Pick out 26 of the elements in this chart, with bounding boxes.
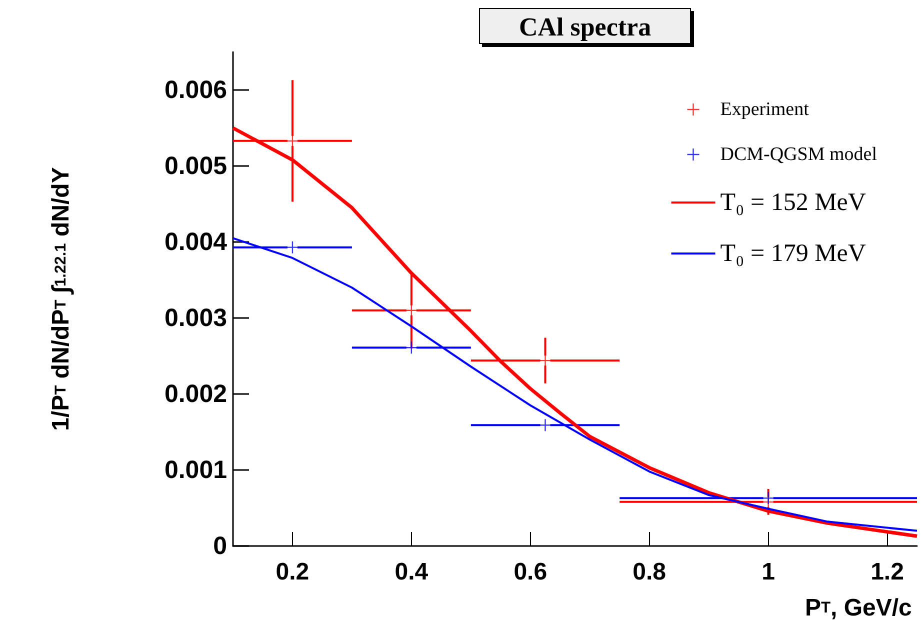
legend-label: T₀ = 152 MeV [720, 189, 866, 216]
y-tick-label: 0.005 [164, 152, 228, 180]
legend-label: T₀ = 179 MeV [720, 240, 866, 267]
y-tick-label: 0.004 [164, 228, 228, 256]
y-axis-title: 1/PT dN/dPT ∫1.22.1 dN/dY [48, 167, 74, 431]
x-tick-label: 0.2 [276, 558, 310, 586]
chart-title: CAl spectra [518, 12, 652, 42]
legend-label: Experiment [720, 99, 810, 120]
x-tick-label: 1 [762, 558, 775, 586]
x-tick-label: 0.8 [632, 558, 666, 586]
line-series [231, 126, 919, 538]
y-tick-label: 0 [213, 532, 227, 560]
y-tick-label: 0.006 [164, 76, 227, 104]
y-tick-label: 0.003 [164, 304, 227, 332]
x-tick-label: 1.2 [870, 558, 904, 586]
y-tick-label: 0.002 [164, 380, 227, 408]
x-tick-label: 0.4 [394, 558, 429, 586]
x-tick-label: 0.6 [514, 558, 548, 586]
point [539, 419, 552, 432]
point [762, 492, 774, 504]
y-tick-label: 0.001 [164, 456, 228, 484]
line-series [232, 237, 918, 532]
point [286, 241, 298, 254]
point [539, 354, 552, 367]
legend-label: DCM-QGSM model [720, 144, 878, 165]
x-axis-title: PT, GeV/c [805, 594, 912, 622]
